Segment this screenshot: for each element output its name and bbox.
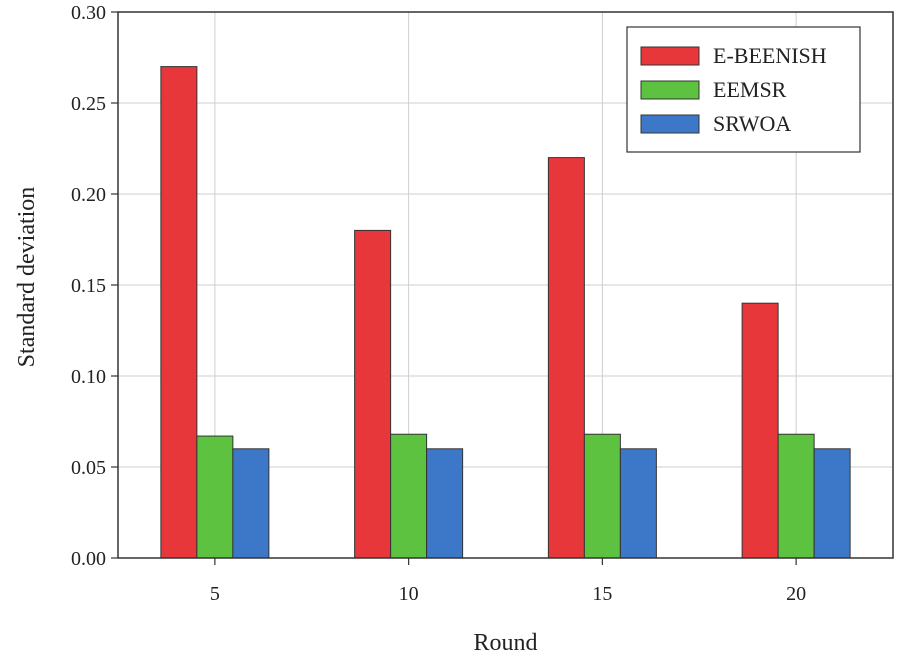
x-axis-ticks: 5 10 15 20	[210, 558, 806, 605]
bars	[160, 66, 851, 559]
y-axis-ticks: 0.00 0.05 0.10 0.15 0.20 0.25 0.30	[71, 2, 118, 570]
bar-srwoa-20	[813, 448, 851, 559]
y-tick-label: 0.25	[71, 93, 106, 115]
bar-eemsr-10	[390, 433, 428, 559]
bar-e-beenish-20	[741, 302, 779, 559]
x-tick-label: 20	[786, 583, 806, 605]
x-tick-label: 5	[210, 583, 220, 605]
x-tick-label: 15	[592, 583, 612, 605]
bar-e-beenish-15	[547, 157, 585, 559]
legend: E-BEENISH EEMSR SRWOA	[626, 26, 861, 153]
bar-srwoa-5	[232, 448, 270, 559]
y-tick-label: 0.15	[71, 275, 106, 297]
y-tick-label: 0.10	[71, 366, 106, 388]
legend-swatch	[640, 114, 700, 134]
x-axis-label: Round	[473, 630, 537, 656]
y-axis-label: Standard deviation	[14, 187, 40, 368]
bar-eemsr-5	[196, 435, 234, 559]
bar-e-beenish-10	[354, 229, 392, 559]
bar-eemsr-15	[583, 433, 621, 559]
legend-label: E-BEENISH	[713, 43, 827, 68]
bar-eemsr-20	[777, 433, 815, 559]
bar-srwoa-15	[619, 448, 657, 559]
y-tick-label: 0.05	[71, 457, 106, 479]
x-tick-label: 10	[399, 583, 419, 605]
bar-e-beenish-5	[160, 66, 198, 559]
legend-label: SRWOA	[713, 111, 791, 136]
y-tick-label: 0.30	[71, 2, 106, 24]
bar-srwoa-10	[426, 448, 464, 559]
legend-swatch	[640, 46, 700, 66]
legend-swatch	[640, 80, 700, 100]
y-tick-label: 0.00	[71, 548, 106, 570]
legend-label: EEMSR	[713, 77, 787, 102]
y-tick-label: 0.20	[71, 184, 106, 206]
